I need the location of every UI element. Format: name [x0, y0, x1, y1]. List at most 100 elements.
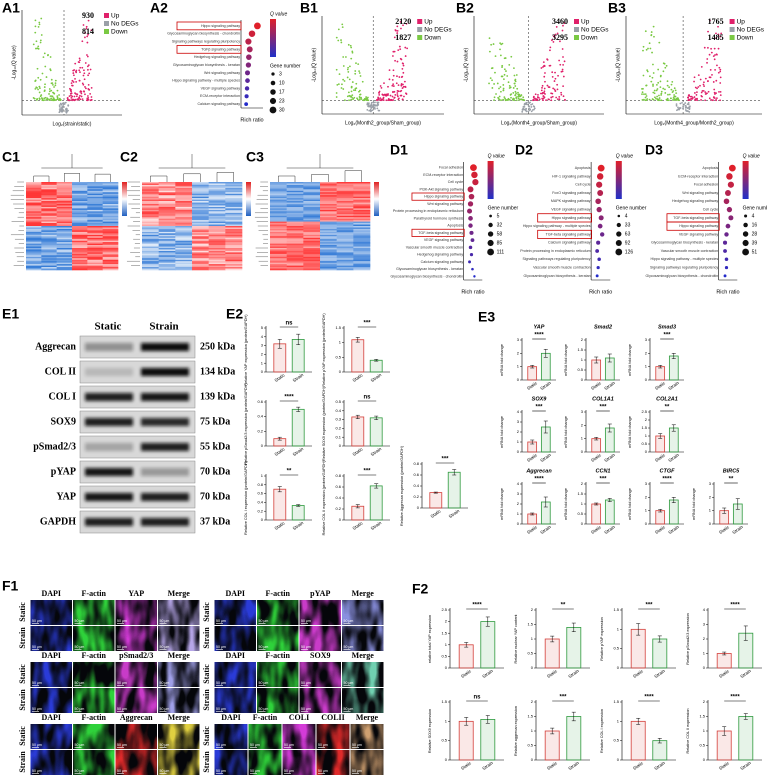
band	[85, 468, 133, 476]
heat-cell	[102, 236, 119, 239]
molecular-weight: 70 kDa	[200, 491, 230, 502]
heat-cell	[72, 214, 88, 217]
heat-cell	[175, 217, 193, 219]
band	[141, 493, 189, 501]
volcano-dot	[403, 95, 405, 98]
heat-cell	[72, 239, 88, 241]
heat-cell	[270, 196, 287, 199]
volcano-dot	[32, 97, 35, 99]
heat-cell	[41, 231, 57, 234]
heat-cell	[175, 242, 193, 244]
bar	[591, 503, 602, 525]
heat-cell	[208, 211, 226, 214]
volcano-dot	[646, 69, 649, 72]
error-bar	[296, 504, 301, 507]
bubble	[726, 173, 733, 180]
size-key-dot	[742, 231, 749, 237]
heat-cell	[175, 231, 193, 234]
y-tick-label: 4	[261, 334, 264, 339]
volcano-dot	[560, 91, 563, 94]
heat-cell	[72, 249, 88, 252]
volcano-dot	[558, 98, 561, 101]
volcano-dot	[343, 80, 346, 82]
y-tick-label: 2	[445, 619, 448, 624]
volcano-dot	[48, 93, 50, 95]
heat-cell	[87, 226, 103, 228]
volcano-dot	[337, 83, 340, 86]
error-bar	[530, 439, 535, 445]
heat-cell	[208, 198, 226, 200]
heat-cell	[208, 265, 226, 268]
y-axis-label: Relative COL II expression (protein/GAPD…	[322, 460, 326, 536]
heat-cell	[336, 240, 354, 243]
volcano-dot	[342, 88, 345, 90]
volcano-dot	[82, 74, 85, 77]
heat-cell	[158, 239, 176, 241]
heat-cell	[192, 250, 209, 253]
heat-cell	[142, 265, 159, 268]
heat-cell	[175, 245, 193, 247]
volcano-dot	[540, 89, 543, 92]
volcano-dot	[554, 77, 557, 80]
volcano-dot	[335, 68, 338, 71]
size-key-dot	[269, 106, 277, 114]
heat-cell	[286, 182, 304, 184]
volcano-dot	[79, 66, 82, 69]
volcano-dot	[538, 98, 541, 101]
y-axis-label: mRNA fold change	[628, 416, 632, 448]
band	[141, 393, 189, 401]
volcano-dot	[350, 90, 353, 93]
heat-cell	[192, 212, 209, 215]
y-axis-label: -Log₁₀(Q value)	[311, 48, 317, 83]
heat-cell	[26, 212, 42, 215]
heat-cell	[270, 231, 287, 234]
channel-label: F-actin	[82, 589, 107, 598]
volcano-dot	[392, 90, 394, 93]
volcano-dot	[49, 56, 52, 58]
volcano-dot	[88, 72, 91, 75]
heat-cell	[102, 198, 119, 200]
pathway-term: TGF-beta signaling pathway	[418, 231, 463, 235]
heat-cell	[286, 246, 304, 249]
heat-cell	[192, 256, 209, 259]
heat-cell	[41, 253, 57, 256]
heat-cell	[26, 242, 42, 244]
pathway-term: VEGF signaling pathway	[551, 208, 591, 212]
heat-cell	[158, 258, 176, 261]
scale-label: 50 μm	[216, 645, 226, 649]
volcano-dot	[650, 80, 653, 83]
volcano-dot	[364, 98, 367, 101]
heat-cell	[56, 261, 73, 263]
row-label: Strain	[202, 689, 211, 711]
volcano-dot	[712, 81, 715, 83]
heat-cell	[303, 242, 321, 244]
volcano-dot	[354, 89, 357, 92]
heat-cell	[320, 262, 337, 265]
volcano-dot	[682, 107, 684, 110]
heat-cell	[175, 236, 193, 239]
heat-cell	[41, 192, 57, 195]
heat-cell	[87, 262, 103, 265]
heat-cell	[320, 218, 337, 221]
volcano-dot	[714, 68, 716, 71]
heat-cell	[56, 182, 73, 184]
heat-cell	[102, 221, 119, 224]
heat-cell	[56, 258, 73, 261]
heat-cell	[270, 186, 287, 189]
volcano-dot	[351, 81, 354, 83]
volcano-dot	[37, 45, 40, 48]
volcano-dot	[52, 91, 55, 94]
volcano-dot	[671, 91, 674, 93]
volcano-dot	[645, 99, 648, 101]
heat-cell	[286, 196, 304, 199]
volcano-dot	[56, 98, 59, 101]
heat-cell	[270, 227, 287, 230]
volcano-dot	[500, 90, 502, 93]
row-label: Static	[18, 602, 27, 622]
y-tick-label: 0.6	[335, 484, 341, 489]
heat-cell	[72, 215, 88, 218]
heat-cell	[225, 198, 243, 200]
heat-cell	[336, 249, 354, 252]
heat-cell	[320, 209, 337, 212]
volcano-dot	[59, 109, 61, 112]
